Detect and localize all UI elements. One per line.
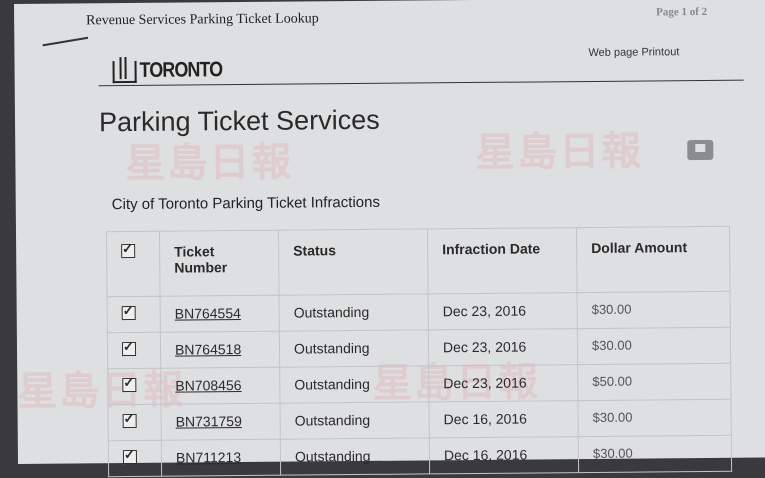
ticket-cell: BN731759 <box>160 403 281 441</box>
row-select-cell <box>107 296 161 333</box>
table-row: BN731759 Outstanding Dec 16, 2016 $30.00 <box>108 399 732 441</box>
amount-cell: $50.00 <box>577 363 731 401</box>
date-cell: Dec 23, 2016 <box>428 292 578 330</box>
row-select-cell <box>108 404 162 441</box>
table-row: BN764554 Outstanding Dec 23, 2016 $30.00 <box>107 291 731 333</box>
row-select-cell <box>108 440 162 477</box>
ticket-number-link[interactable]: BN731759 <box>175 413 242 430</box>
document-header-title: Revenue Services Parking Ticket Lookup <box>86 11 319 29</box>
status-cell: Outstanding <box>280 437 430 476</box>
ticket-cell: BN708456 <box>160 367 280 405</box>
date-cell: Dec 16, 2016 <box>428 400 579 438</box>
amount-cell: $30.00 <box>577 327 731 365</box>
status-cell: Outstanding <box>279 329 429 368</box>
ticket-number-link[interactable]: BN708456 <box>175 377 242 394</box>
logo-text: TORONTO <box>139 58 223 82</box>
pen-mark <box>42 36 89 47</box>
watermark: 星島日報 <box>475 129 644 175</box>
row-checkbox[interactable] <box>122 413 137 429</box>
column-header-amount: Dollar Amount <box>576 226 731 293</box>
table-row: BN708456 Outstanding Dec 23, 2016 $50.00 <box>107 363 731 405</box>
row-select-cell <box>107 332 161 369</box>
table-header-row: Ticket Number Status Infraction Date Dol… <box>106 226 731 297</box>
status-cell: Outstanding <box>279 401 430 440</box>
ticket-cell: BN764518 <box>160 331 280 369</box>
select-all-cell <box>106 231 161 297</box>
date-cell: Dec 16, 2016 <box>429 436 579 474</box>
status-cell: Outstanding <box>279 365 429 404</box>
row-checkbox[interactable] <box>121 341 137 357</box>
select-all-checkbox[interactable] <box>121 243 136 259</box>
column-header-status: Status <box>278 228 429 296</box>
printed-page: Revenue Services Parking Ticket Lookup P… <box>14 0 765 477</box>
watermark: 星島日報 <box>125 140 294 187</box>
ticket-cell: BN711213 <box>161 439 281 477</box>
city-hall-icon <box>112 60 137 84</box>
row-checkbox[interactable] <box>122 377 137 393</box>
date-cell: Dec 23, 2016 <box>428 328 578 366</box>
row-select-cell <box>107 368 161 405</box>
ticket-number-link[interactable]: BN764518 <box>174 341 242 358</box>
amount-cell: $30.00 <box>577 399 732 437</box>
ticket-number-link[interactable]: BN711213 <box>175 449 242 466</box>
date-cell: Dec 23, 2016 <box>428 364 578 402</box>
row-checkbox[interactable] <box>122 449 138 465</box>
page-number: Page 1 of 2 <box>656 5 708 19</box>
row-checkbox[interactable] <box>121 305 136 321</box>
infractions-table: Ticket Number Status Infraction Date Dol… <box>106 226 732 477</box>
ticket-cell: BN764554 <box>160 295 280 333</box>
status-cell: Outstanding <box>279 293 429 332</box>
column-header-date: Infraction Date <box>427 227 578 294</box>
printout-label: Web page Printout <box>588 46 680 59</box>
table-caption: City of Toronto Parking Ticket Infractio… <box>111 193 381 214</box>
column-header-ticket: Ticket Number <box>159 230 280 297</box>
ticket-number-link[interactable]: BN764554 <box>174 305 241 322</box>
table-row: BN764518 Outstanding Dec 23, 2016 $30.00 <box>107 327 731 369</box>
amount-cell: $30.00 <box>577 291 731 329</box>
print-icon[interactable] <box>687 139 714 161</box>
toronto-logo: TORONTO <box>112 58 236 84</box>
table-row: BN711213 Outstanding Dec 16, 2016 $30.00 <box>108 435 732 477</box>
